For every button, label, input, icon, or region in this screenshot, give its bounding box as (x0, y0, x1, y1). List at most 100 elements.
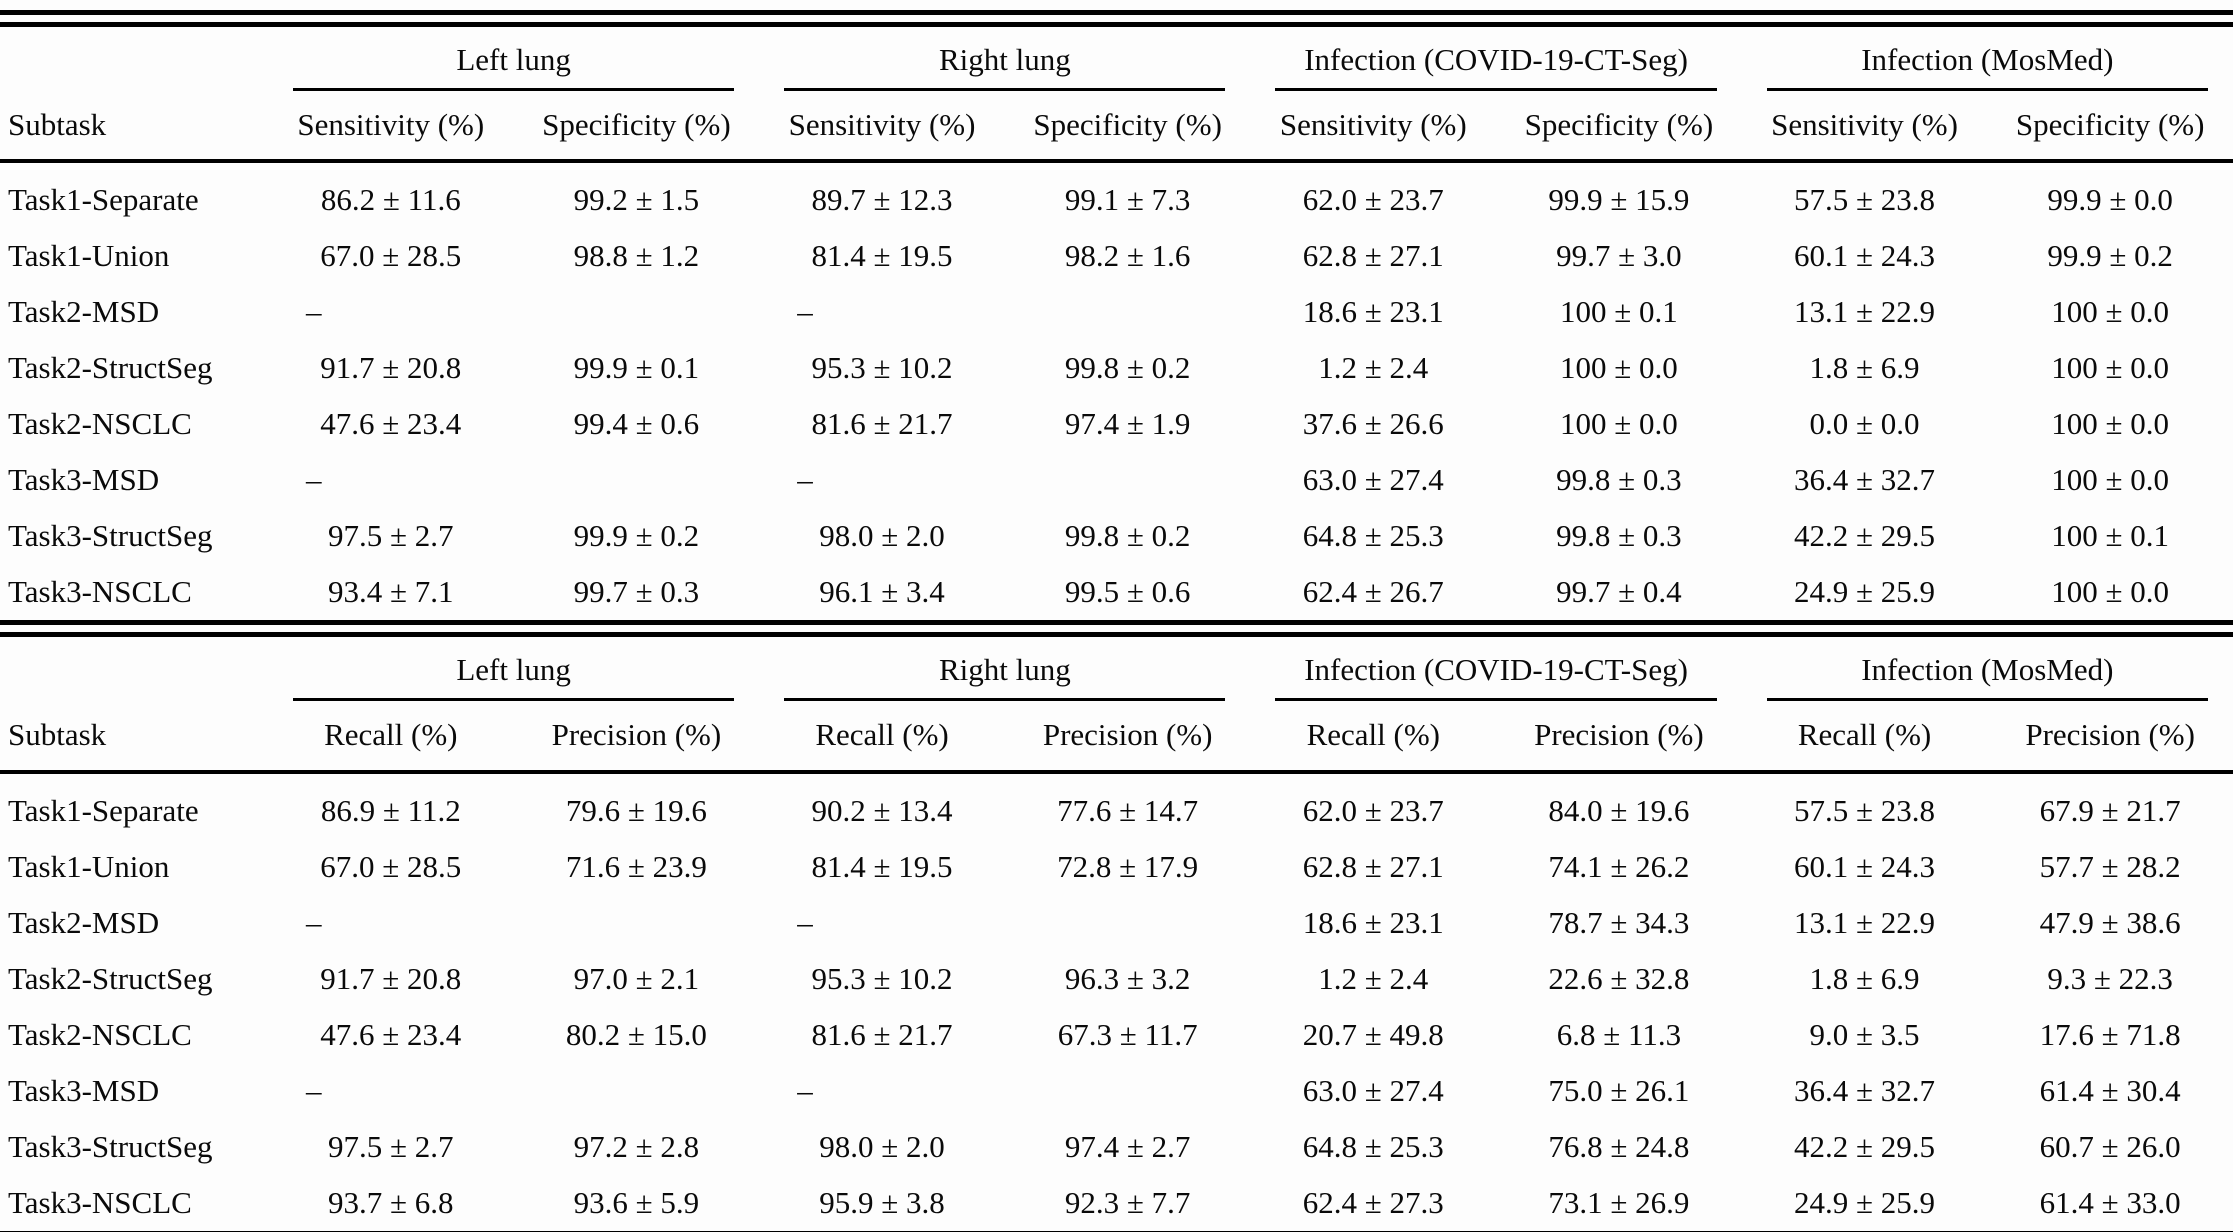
value-cell: 81.6 ± 21.7 (811, 1016, 953, 1052)
value-cell: 57.5 ± 23.8 (1794, 182, 1936, 218)
value-cell: 47.9 ± 38.6 (2039, 904, 2181, 940)
value-cell: 64.8 ± 25.3 (1302, 1128, 1444, 1164)
value-cell: 61.4 ± 33.0 (2039, 1184, 2181, 1220)
value-cell (1005, 284, 1251, 340)
value-cell: 71.6 ± 23.9 (565, 848, 707, 884)
value-cell: 97.0 ± 2.1 (573, 960, 700, 996)
value-cell: 99.8 ± 0.3 (1556, 462, 1682, 498)
value-cell: 93.4 ± 7.1 (328, 574, 454, 610)
value-cell: 98.8 ± 1.2 (573, 238, 700, 274)
value-cell: 1.8 ± 6.9 (1809, 350, 1920, 386)
value-cell: 67.9 ± 21.7 (2039, 792, 2181, 828)
group-label: Infection (MosMed) (1766, 28, 2208, 91)
value-cell: 93.6 ± 5.9 (573, 1184, 700, 1220)
row-label: Task3-StructSeg (8, 518, 213, 554)
value-cell: 100 ± 0.0 (2051, 294, 2170, 330)
metric-header: Sensitivity (%) (1741, 91, 1988, 164)
value-cell: 100 ± 0.1 (1560, 294, 1678, 330)
value-cell: 20.7 ± 49.8 (1302, 1016, 1444, 1052)
metric-header-row: Subtask Recall (%) Precision (%) Recall (%… (0, 701, 2233, 774)
row-label: Task3-MSD (8, 462, 160, 498)
row-label: Task2-NSCLC (8, 1016, 192, 1052)
metric-header: Precision (%) (1987, 701, 2233, 774)
table-sensitivity-specificity: Left lung Right lung Infection (COVID-19-C… (0, 27, 2233, 620)
value-cell: 17.6 ± 71.8 (2039, 1016, 2181, 1052)
table-row: Task3-MSD – – 63.0 ± 27.4 99.8 ± 0.3 36.4 ± 3… (0, 452, 2233, 508)
value-cell: 77.6 ± 14.7 (1057, 792, 1199, 828)
value-cell: 63.0 ± 27.4 (1302, 1072, 1444, 1108)
group-label: Infection (COVID-19-CT-Seg) (1275, 638, 1717, 701)
value-cell: 98.2 ± 1.6 (1064, 238, 1191, 274)
metrics-table: Left lung Right lung Infection (COVID-19-C… (0, 637, 2233, 1230)
row-label: Task1-Union (8, 238, 170, 274)
value-cell: 60.7 ± 26.0 (2039, 1128, 2181, 1164)
table-row: Task3-StructSeg 97.5 ± 2.7 97.2 ± 2.8 98.0 … (0, 1119, 2233, 1175)
metric-header: Specificity (%) (1987, 91, 2233, 164)
row-label: Task2-MSD (8, 294, 160, 330)
row-label: Task2-NSCLC (8, 406, 192, 442)
value-cell: 99.9 ± 15.9 (1548, 182, 1690, 218)
row-label: Task1-Separate (8, 182, 199, 218)
group-label: Right lung (784, 28, 1226, 91)
metric-header: Sensitivity (%) (759, 91, 1005, 164)
value-cell: 99.7 ± 0.3 (573, 574, 700, 610)
table-row: Task2-MSD – – 18.6 ± 23.1 100 ± 0.1 13.1 ± 22… (0, 284, 2233, 340)
value-cell: 63.0 ± 27.4 (1302, 462, 1444, 498)
table-row: Task1-Union 67.0 ± 28.5 98.8 ± 1.2 81.4 ± 1… (0, 228, 2233, 284)
value-cell: 75.0 ± 26.1 (1548, 1072, 1690, 1108)
value-cell: 1.2 ± 2.4 (1318, 350, 1429, 386)
column-group-header: Left lung (268, 637, 759, 702)
value-cell: 47.6 ± 23.4 (320, 406, 462, 442)
group-label: Left lung (292, 28, 735, 91)
metric-header: Recall (%) (1741, 701, 1988, 774)
table-row: Task2-NSCLC 47.6 ± 23.4 80.2 ± 15.0 81.6 ± … (0, 1007, 2233, 1063)
table-body: Task1-Separate 86.9 ± 11.2 79.6 ± 19.6 90.2… (0, 772, 2233, 1231)
row-label: Task3-NSCLC (8, 1184, 192, 1220)
value-cell: – (305, 462, 322, 498)
metric-header: Specificity (%) (1004, 91, 1251, 164)
value-cell: 99.9 ± 0.2 (2047, 238, 2173, 274)
value-cell (1005, 895, 1251, 951)
column-group-header: Infection (MosMed) (1742, 637, 2233, 702)
row-label: Task1-Union (8, 848, 170, 884)
value-cell: 97.5 ± 2.7 (328, 1128, 454, 1164)
value-cell: 99.8 ± 0.3 (1556, 518, 1682, 554)
value-cell: 100 ± 0.0 (2051, 406, 2170, 442)
table-row: Task1-Separate 86.2 ± 11.6 99.2 ± 1.5 89.7 … (0, 161, 2233, 228)
value-cell: 100 ± 0.0 (2051, 462, 2170, 498)
value-cell: – (797, 904, 813, 940)
value-cell: 100 ± 0.0 (1560, 350, 1678, 386)
value-cell: 91.7 ± 20.8 (320, 960, 462, 996)
metric-header: Recall (%) (267, 701, 514, 774)
value-cell: 67.0 ± 28.5 (320, 238, 462, 274)
value-cell: – (797, 462, 813, 498)
rule-line (0, 22, 2233, 27)
value-cell: 18.6 ± 23.1 (1302, 294, 1444, 330)
value-cell: 74.1 ± 26.2 (1548, 848, 1690, 884)
value-cell: 60.1 ± 24.3 (1794, 238, 1936, 274)
metric-header: Recall (%) (1250, 701, 1497, 774)
value-cell: 81.4 ± 19.5 (811, 238, 953, 274)
value-cell: 42.2 ± 29.5 (1794, 518, 1936, 554)
value-cell: 98.0 ± 2.0 (819, 1128, 945, 1164)
column-group-header: Infection (COVID-19-CT-Seg) (1250, 637, 1741, 702)
rule-gap (0, 625, 2233, 632)
value-cell (1005, 452, 1251, 508)
value-cell: 47.6 ± 23.4 (320, 1016, 462, 1052)
value-cell: 97.5 ± 2.7 (328, 518, 454, 554)
group-header-spacer (0, 27, 268, 92)
middle-double-rule (0, 620, 2233, 638)
group-label: Infection (MosMed) (1766, 638, 2208, 701)
value-cell: 99.8 ± 0.2 (1064, 518, 1191, 554)
value-cell: 61.4 ± 30.4 (2039, 1072, 2181, 1108)
column-group-header: Right lung (759, 637, 1250, 702)
table-row: Task1-Separate 86.9 ± 11.2 79.6 ± 19.6 90.2… (0, 772, 2233, 839)
metric-header: Precision (%) (513, 701, 760, 774)
value-cell: 9.3 ± 22.3 (2047, 960, 2173, 996)
value-cell: 95.3 ± 10.2 (811, 960, 953, 996)
rule-line (0, 10, 2233, 15)
row-label: Task2-StructSeg (8, 350, 213, 386)
value-cell: 99.9 ± 0.2 (573, 518, 700, 554)
group-header-row: Left lung Right lung Infection (COVID-19-C… (0, 27, 2233, 92)
value-cell: 91.7 ± 20.8 (320, 350, 462, 386)
